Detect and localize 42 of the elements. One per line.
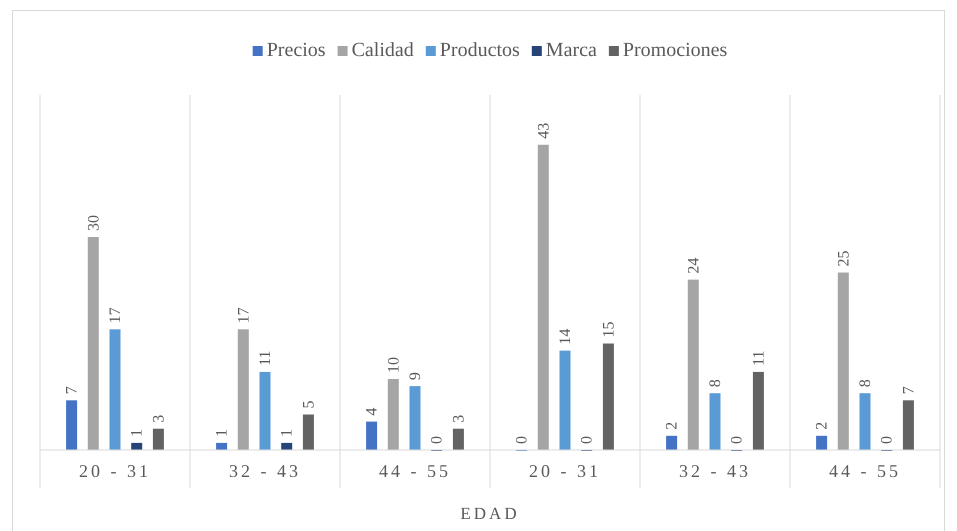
data-label: 24 <box>685 258 702 274</box>
data-label: 8 <box>707 379 724 388</box>
data-label: 17 <box>107 307 124 324</box>
legend-label: Promociones <box>622 39 728 61</box>
data-label: 3 <box>450 414 468 423</box>
data-label: 4 <box>364 408 381 416</box>
data-label: 11 <box>750 350 768 366</box>
data-label: 43 <box>535 122 552 139</box>
data-label: 10 <box>385 357 402 374</box>
x-tick-label: 32 - 43 <box>229 460 301 481</box>
data-label: 25 <box>835 250 852 267</box>
data-label: 1 <box>214 428 231 437</box>
data-label: 2 <box>814 422 831 430</box>
data-label: 17 <box>235 307 252 324</box>
data-label: 9 <box>407 372 424 380</box>
x-tick-label: 32 - 43 <box>679 460 751 481</box>
data-label: 0 <box>514 436 531 444</box>
data-label: 3 <box>150 414 168 423</box>
data-label: 7 <box>900 386 918 394</box>
legend-label: Precios <box>266 39 326 61</box>
data-label: 0 <box>878 436 896 444</box>
x-tick-label: 44 - 55 <box>829 460 901 481</box>
legend-label: Calidad <box>352 39 414 61</box>
x-tick-label: 20 - 31 <box>79 460 151 481</box>
legend-label: Marca <box>546 39 597 61</box>
x-tick-label: 20 - 31 <box>529 460 601 481</box>
data-label: 14 <box>557 328 574 345</box>
legend-label: Productos <box>440 39 520 61</box>
data-label: 30 <box>85 215 102 232</box>
data-label: 2 <box>664 422 681 430</box>
data-label: 11 <box>257 350 274 366</box>
data-label: 0 <box>728 436 746 444</box>
x-tick-label: 44 - 55 <box>379 460 451 481</box>
data-label: 7 <box>64 386 81 394</box>
data-label: 1 <box>128 428 146 437</box>
data-label: 15 <box>600 322 618 338</box>
data-label: 0 <box>428 436 446 444</box>
x-axis-title: EDAD <box>460 504 520 523</box>
data-label: 1 <box>278 428 296 437</box>
data-label: 5 <box>300 400 318 409</box>
data-label: 8 <box>857 379 874 388</box>
data-label: 0 <box>578 436 596 444</box>
